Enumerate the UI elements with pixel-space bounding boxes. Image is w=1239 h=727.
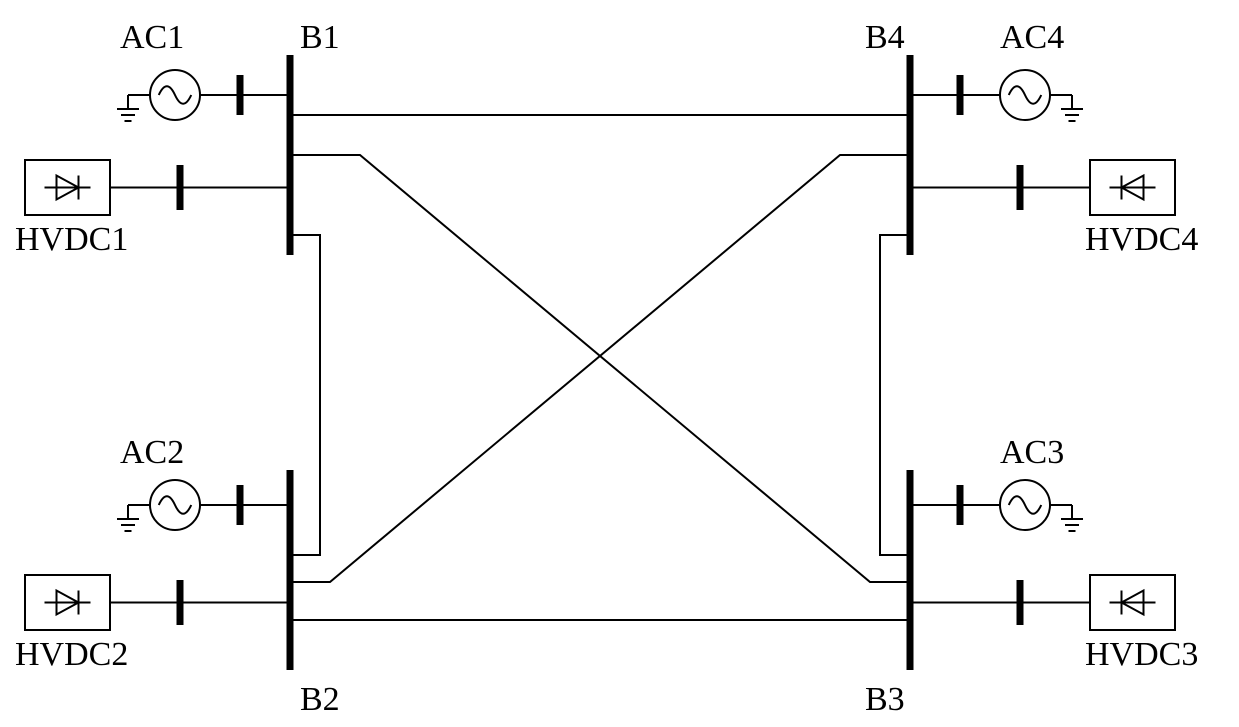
bus-B1: B1 bbox=[290, 19, 340, 255]
hvdc-label-HVDC2: HVDC2 bbox=[15, 636, 128, 673]
hvdc-HVDC4: HVDC4 bbox=[910, 160, 1198, 258]
ac-label-AC1: AC1 bbox=[120, 19, 184, 56]
sine-icon bbox=[1009, 496, 1042, 514]
power-network-diagram: B1 B4 B2 B3 AC1 AC4 AC2 AC3 HVDC1 HVDC4 HVDC2 HVDC3 bbox=[0, 0, 1239, 727]
bus-B2: B2 bbox=[290, 470, 340, 718]
hvdc-HVDC1: HVDC1 bbox=[15, 160, 290, 258]
ac-source-AC3: AC3 bbox=[910, 434, 1083, 531]
hvdc-HVDC2: HVDC2 bbox=[15, 575, 290, 673]
bus-label-B2: B2 bbox=[300, 681, 340, 718]
ac-source-AC2: AC2 bbox=[117, 434, 290, 531]
hvdc-label-HVDC3: HVDC3 bbox=[1085, 636, 1198, 673]
line-B1-B2 bbox=[290, 235, 320, 555]
hvdc-HVDC3: HVDC3 bbox=[910, 575, 1198, 673]
bus-B3: B3 bbox=[865, 470, 910, 718]
ac-source-AC1: AC1 bbox=[117, 19, 290, 121]
sine-icon bbox=[1009, 86, 1042, 104]
line-B4-B3 bbox=[880, 235, 910, 555]
bus-label-B4: B4 bbox=[865, 19, 905, 56]
hvdc-label-HVDC4: HVDC4 bbox=[1085, 221, 1198, 258]
bus-label-B1: B1 bbox=[300, 19, 340, 56]
ac-label-AC3: AC3 bbox=[1000, 434, 1064, 471]
ac-source-AC4: AC4 bbox=[910, 19, 1083, 121]
sine-icon bbox=[159, 496, 192, 514]
bus-label-B3: B3 bbox=[865, 681, 905, 718]
ac-label-AC2: AC2 bbox=[120, 434, 184, 471]
line-B4-B2 bbox=[290, 155, 910, 582]
hvdc-label-HVDC1: HVDC1 bbox=[15, 221, 128, 258]
line-B1-B3 bbox=[290, 155, 910, 582]
sine-icon bbox=[159, 86, 192, 104]
bus-B4: B4 bbox=[865, 19, 910, 255]
ac-label-AC4: AC4 bbox=[1000, 19, 1064, 56]
